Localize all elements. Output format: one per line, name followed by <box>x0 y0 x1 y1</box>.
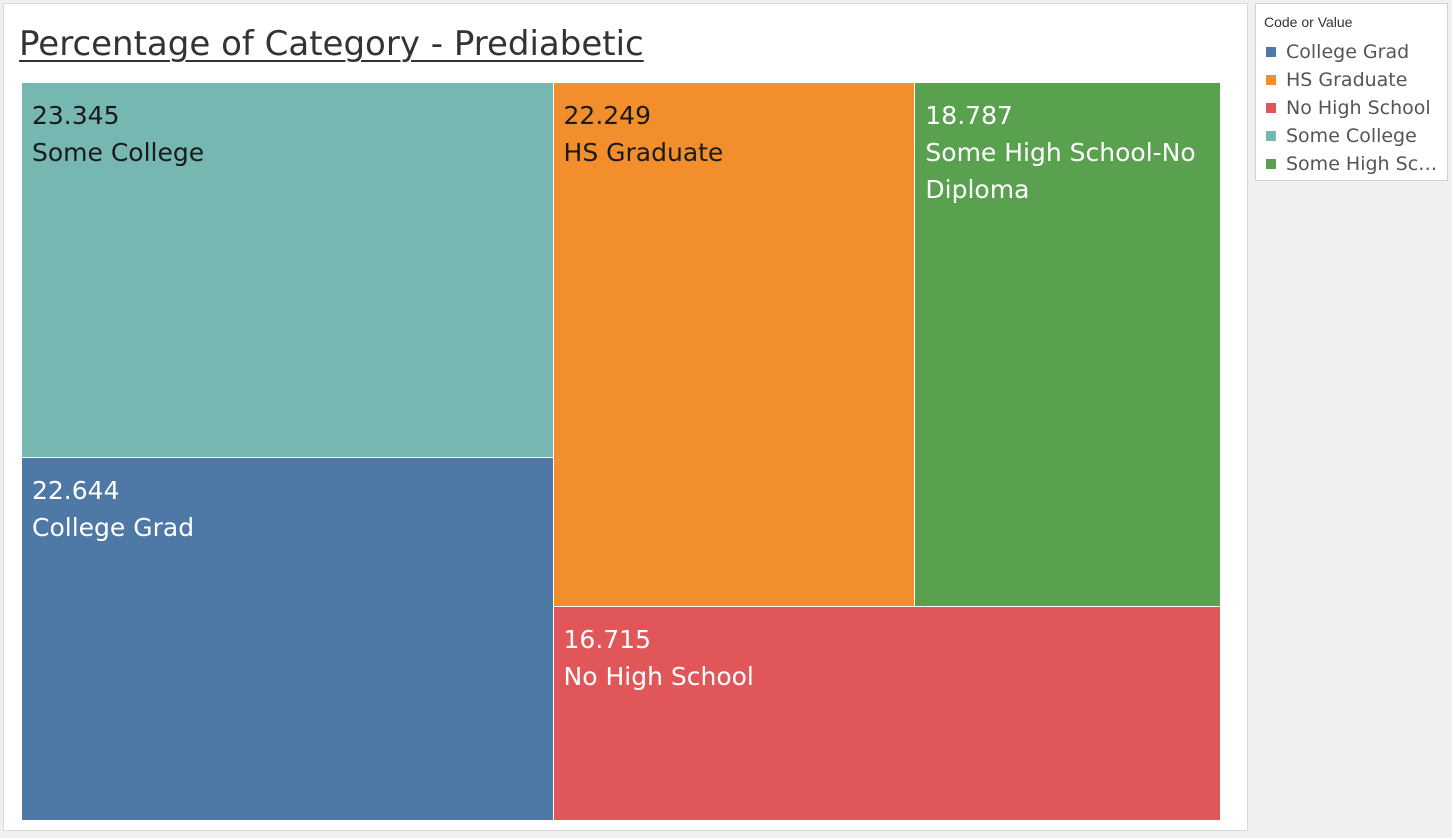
tile-value: 16.715 <box>563 625 651 655</box>
legend-swatch <box>1266 75 1276 85</box>
dashboard-panel: Percentage of Category - Prediabetic 23.… <box>3 3 1248 831</box>
tile-label: No High School <box>563 662 754 692</box>
legend-item-some-high-school[interactable]: Some High Sch.. <box>1256 150 1447 178</box>
legend-swatch <box>1266 159 1276 169</box>
tile-value: 18.787 <box>925 101 1013 130</box>
tile-label: College Grad <box>32 512 195 542</box>
treemap-tile-some-college[interactable]: 23.345 Some College <box>22 83 553 457</box>
tile-value: 23.345 <box>32 101 120 130</box>
legend-item-no-high-school[interactable]: No High School <box>1256 94 1447 122</box>
treemap-tile-some-high-school[interactable]: 18.787 Some High School-No Diploma <box>915 83 1220 607</box>
treemap-tile-college-grad[interactable]: 22.644 College Grad <box>22 457 553 820</box>
legend-item-some-college[interactable]: Some College <box>1256 122 1447 150</box>
tile-label: Some High School-No Diploma <box>925 138 1196 204</box>
tile-label: HS Graduate <box>563 138 724 167</box>
legend-label: HS Graduate <box>1286 69 1408 91</box>
legend-swatch <box>1266 103 1276 113</box>
treemap-tile-no-high-school[interactable]: 16.715 No High School <box>553 607 1220 820</box>
tile-label: Some College <box>32 138 205 167</box>
legend-title: Code or Value <box>1264 14 1353 30</box>
legend-label: College Grad <box>1286 41 1410 63</box>
color-legend: Code or Value College Grad HS Graduate N… <box>1255 3 1448 181</box>
legend-list: College Grad HS Graduate No High School … <box>1256 38 1447 178</box>
legend-item-college-grad[interactable]: College Grad <box>1256 38 1447 66</box>
legend-swatch <box>1266 131 1276 141</box>
tile-value: 22.249 <box>563 101 651 130</box>
legend-label: Some College <box>1286 125 1417 147</box>
legend-label: Some High Sch.. <box>1286 153 1441 175</box>
treemap-chart: 23.345 Some College 22.644 College Grad … <box>22 83 1221 821</box>
legend-swatch <box>1266 47 1276 57</box>
legend-label: No High School <box>1286 97 1431 119</box>
treemap-tile-hs-graduate[interactable]: 22.249 HS Graduate <box>553 83 915 607</box>
chart-title: Percentage of Category - Prediabetic <box>19 24 644 64</box>
legend-item-hs-graduate[interactable]: HS Graduate <box>1256 66 1447 94</box>
tile-value: 22.644 <box>32 475 120 505</box>
